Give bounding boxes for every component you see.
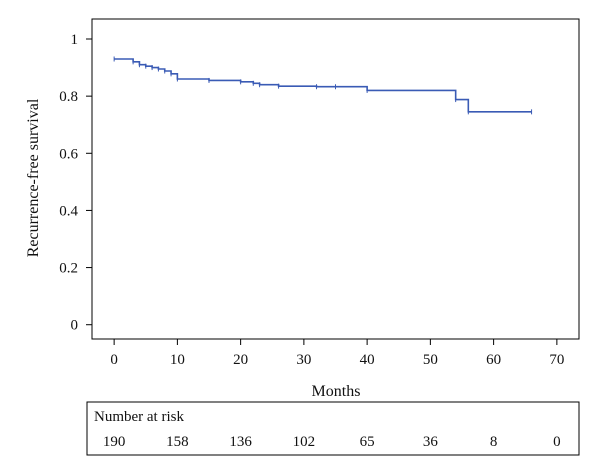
risk-count-20: 136 [229,434,252,450]
risk-count-40: 65 [360,434,375,450]
y-tick-label-0-6: 0.6 [59,146,78,162]
x-tick-label-30: 30 [296,352,311,368]
risk-count-30: 102 [293,434,316,450]
risk-count-70: 0 [553,434,561,450]
y-axis-title: Recurrence-free survival [25,98,42,257]
x-tick-label-50: 50 [423,352,438,368]
x-tick-label-70: 70 [549,352,564,368]
y-tick-label-1: 1 [71,32,79,48]
x-tick-label-20: 20 [233,352,248,368]
series-layer [113,56,533,115]
y-tick-label-0-2: 0.2 [59,261,78,277]
x-tick-label-0: 0 [110,352,118,368]
risk-table: Number at risk 190 158 136 102 65 36 8 0 [86,401,580,456]
plot-frame [91,18,580,340]
x-axis-title: Months [312,383,361,400]
y-tick-label-0-8: 0.8 [59,89,78,105]
y-tick-label-0: 0 [71,318,79,334]
x-axis: 0 10 20 30 40 50 60 70 [110,339,564,368]
risk-count-0: 190 [103,434,126,450]
risk-table-frame [86,401,580,456]
risk-table-title: Number at risk [94,409,184,425]
risk-count-10: 158 [166,434,189,450]
risk-table-counts: 190 158 136 102 65 36 8 0 [103,434,561,450]
x-tick-label-60: 60 [486,352,501,368]
survival-curve-0 [114,58,532,113]
y-tick-label-0-4: 0.4 [59,203,78,219]
x-tick-label-10: 10 [170,352,185,368]
risk-count-50: 36 [423,434,439,450]
risk-count-60: 8 [490,434,498,450]
y-axis: 0 0.2 0.4 0.6 0.8 1 [59,32,92,334]
x-tick-label-40: 40 [360,352,375,368]
